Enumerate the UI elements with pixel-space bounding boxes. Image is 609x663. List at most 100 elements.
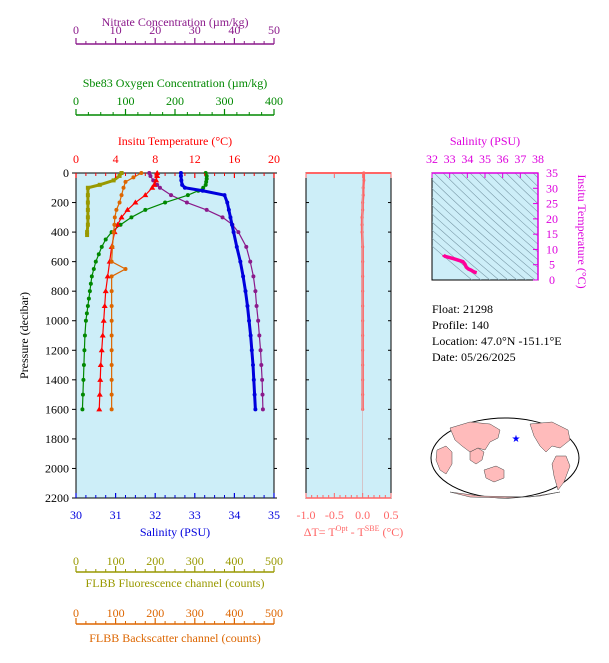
ts-density-isoline [432, 229, 491, 280]
ts-density-isoline [469, 173, 538, 237]
oxygen-point [82, 348, 87, 353]
nitrate-point [258, 348, 263, 353]
nitrate-point [220, 215, 225, 220]
nitrate-point [248, 259, 253, 264]
pressure-tick-label: 1000 [45, 314, 69, 328]
fluorescence-point [111, 178, 116, 183]
salinity-point [245, 303, 250, 308]
backscatter-point [109, 333, 114, 338]
salinity-tick-label: 30 [70, 508, 82, 522]
map-land-africa [435, 445, 453, 475]
backscatter-point [119, 193, 124, 198]
nitrate-point [157, 185, 162, 190]
salinity-point [248, 333, 253, 338]
nitrate-point [184, 200, 189, 205]
ts-temperature-tick-label: 25 [546, 197, 558, 211]
fluorescence-point [85, 200, 90, 205]
salinity-point [179, 178, 184, 183]
ts-temperature-tick-label: 10 [546, 242, 558, 256]
pressure-tick-label: 800 [51, 284, 69, 298]
map-land-asia-east [469, 447, 485, 465]
ts-temperature-tick-label: 15 [546, 227, 558, 241]
fluorescence-point [85, 207, 90, 212]
nitrate-point [148, 173, 153, 178]
temperature-point [151, 181, 158, 187]
salinity-point [231, 230, 236, 235]
backscatter-point [131, 175, 136, 180]
float-location-marker: ★ [512, 434, 521, 445]
ts-density-isoline [460, 173, 538, 245]
salinity-point [222, 193, 227, 198]
temperature-tick-label: 0 [73, 152, 79, 166]
oxygen-point [204, 173, 209, 178]
fluorescence-tick-label: 300 [186, 554, 204, 568]
oxygen-point [185, 193, 190, 198]
backscatter-axis-title: FLBB Backscatter channel (counts) [89, 631, 261, 645]
delta-t-panel-background [305, 172, 392, 499]
oxygen-point [85, 303, 90, 308]
backscatter-point [109, 348, 114, 353]
map-land-australia [483, 465, 505, 483]
temperature-point [153, 177, 160, 183]
fluorescence-point [85, 230, 90, 235]
salinity-point [251, 363, 256, 368]
profile-date: Date: 05/26/2025 [432, 350, 516, 364]
nitrate-point [257, 333, 262, 338]
backscatter-point [109, 318, 114, 323]
fluorescence-tick-label: 500 [265, 554, 283, 568]
backscatter-point [121, 185, 126, 190]
backscatter-point [110, 244, 115, 249]
nitrate-tick-label: 0 [73, 23, 79, 37]
temperature-tick-label: 4 [113, 152, 119, 166]
ts-density-isoline [432, 221, 500, 280]
salinity-point [243, 289, 248, 294]
temperature-point [124, 206, 131, 212]
fluorescence-tick-label: 100 [107, 554, 125, 568]
oxygen-point [203, 182, 208, 187]
salinity-point [238, 259, 243, 264]
profile-axes-group: 0200400600800100012001400160018002000220… [17, 15, 283, 645]
pressure-tick-label: 0 [63, 166, 69, 180]
float-id: Float: 21298 [432, 302, 494, 316]
temperature-point [97, 362, 104, 368]
ts-temperature-tick-label: 35 [546, 166, 558, 180]
backscatter-point [109, 303, 114, 308]
ts-density-contours [432, 173, 538, 280]
ts-salinity-tick-label: 38 [532, 152, 544, 166]
backscatter-point [109, 259, 114, 264]
nitrate-point [259, 363, 264, 368]
temperature-tick-label: 20 [268, 152, 280, 166]
temperature-tick-label: 16 [228, 152, 240, 166]
backscatter-point [117, 200, 122, 205]
oxygen-axis-title: Sbe83 Oxygen Concentration (µm/kg) [83, 76, 268, 90]
pressure-tick-label: 200 [51, 196, 69, 210]
ts-density-isoline [432, 196, 527, 280]
delta-t-point [360, 230, 364, 234]
map-land-north-america [529, 421, 571, 453]
ts-temperature-tick-label: 20 [546, 212, 558, 226]
oxygen-point [143, 207, 148, 212]
ts-density-isoline [432, 245, 473, 280]
map-land-south-america [551, 455, 571, 491]
pressure-tick-label: 400 [51, 225, 69, 239]
fluorescence-point [85, 215, 90, 220]
salinity-tick-label: 33 [189, 508, 201, 522]
ts-density-isoline [478, 173, 538, 229]
salinity-point [249, 348, 254, 353]
temperature-point [101, 302, 108, 308]
ts-contour-lines [432, 173, 538, 280]
delta-t-tick-label: -1.0 [297, 508, 316, 522]
temperature-point [98, 347, 105, 353]
pressure-tick-label: 1600 [45, 402, 69, 416]
ts-density-isoline [432, 179, 538, 276]
oxygen-point [81, 377, 86, 382]
temperature-point [132, 199, 139, 205]
oxygen-point [163, 200, 168, 205]
profile-series-group [80, 170, 265, 412]
pressure-tick-label: 1200 [45, 343, 69, 357]
map-land-antarctica [449, 491, 561, 499]
delta-t-tick-label: 0.0 [355, 508, 370, 522]
delta-t-axis-label: ΔT= TOpt - TSBE (°C) [304, 524, 404, 539]
nitrate-point [260, 407, 265, 412]
fluorescence-tick-label: 0 [73, 554, 79, 568]
